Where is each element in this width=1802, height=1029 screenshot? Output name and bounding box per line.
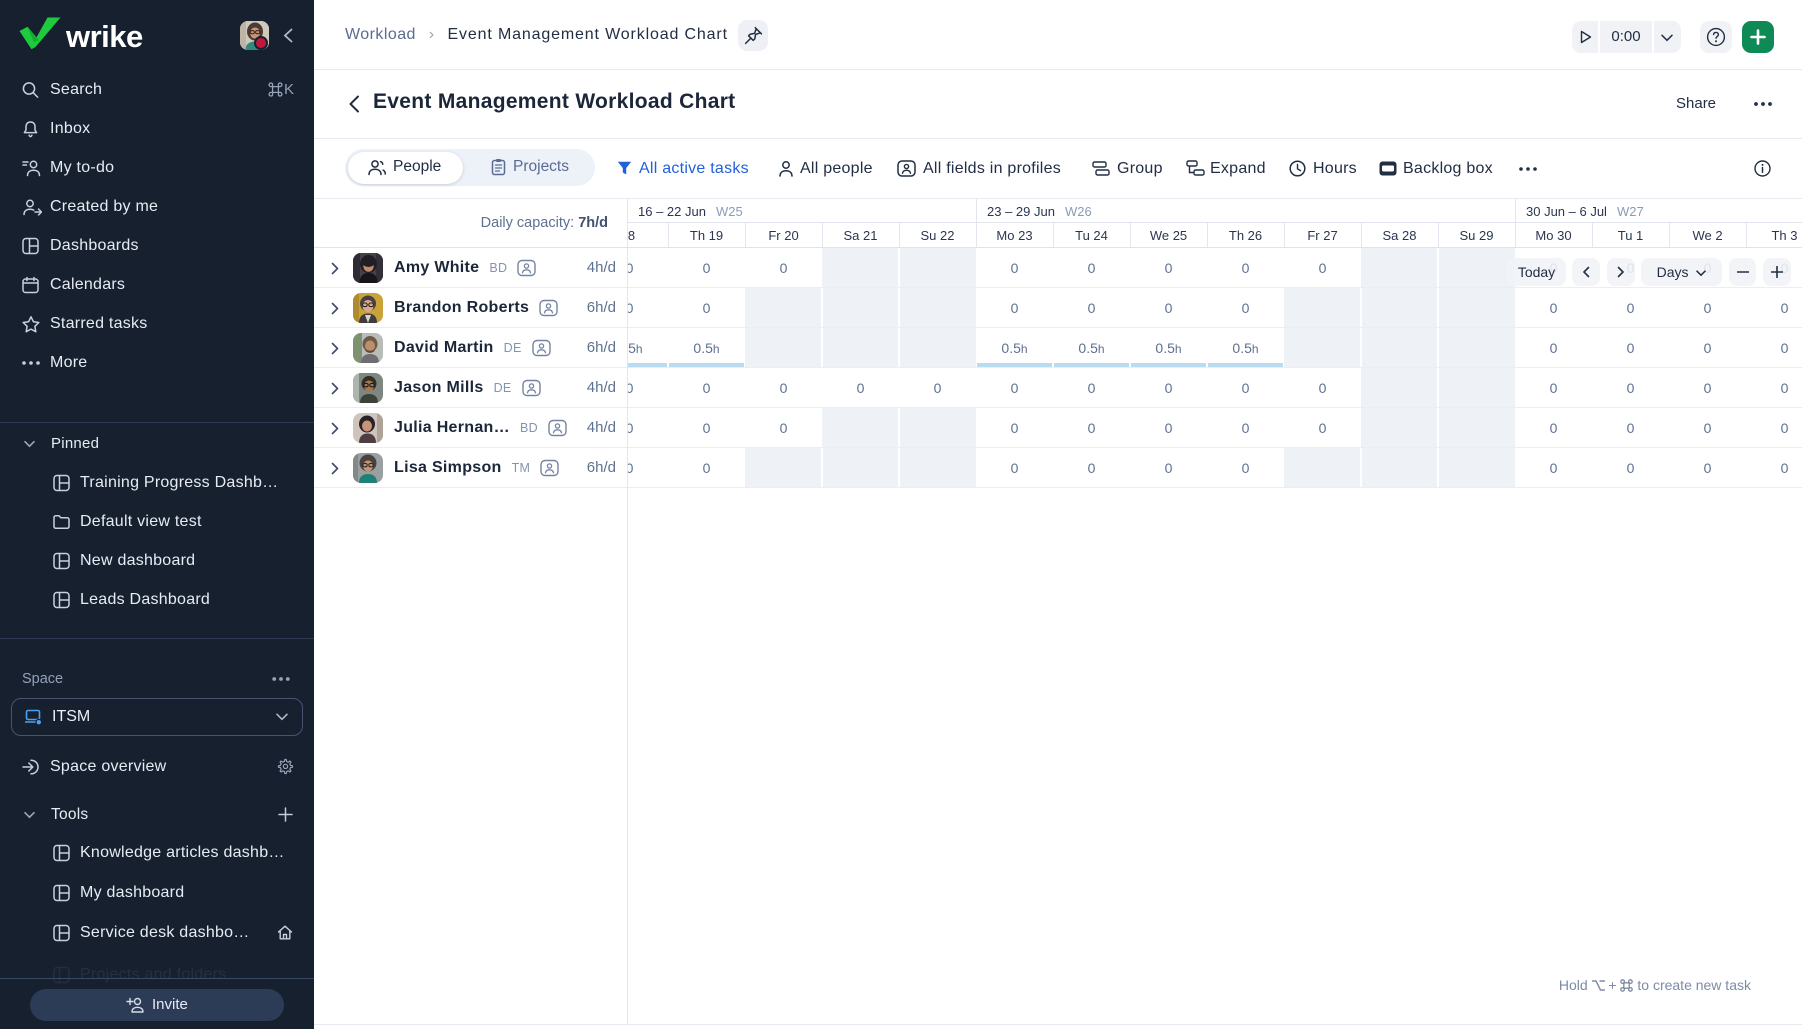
svg-text:wrike: wrike [65, 19, 143, 52]
